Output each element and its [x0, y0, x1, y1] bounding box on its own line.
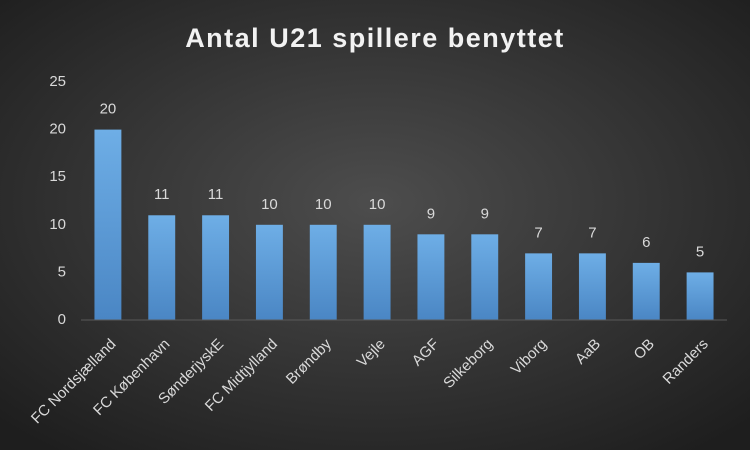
data-label: 9 — [481, 205, 489, 222]
data-label: 20 — [100, 101, 117, 118]
data-label: 6 — [642, 234, 650, 251]
bar — [309, 224, 337, 320]
bar — [255, 224, 283, 320]
data-label: 9 — [427, 205, 435, 222]
bar — [94, 129, 122, 320]
bar — [417, 234, 445, 320]
chart-title: Antal U21 spillere benyttet — [185, 23, 565, 53]
y-tick-label: 20 — [49, 121, 66, 138]
y-tick-label: 0 — [58, 311, 66, 328]
bar — [578, 253, 606, 320]
data-label: 5 — [696, 243, 704, 260]
bar — [363, 224, 391, 320]
data-label: 7 — [534, 224, 542, 241]
y-tick-label: 15 — [49, 168, 66, 185]
bar — [632, 262, 660, 320]
bar — [148, 215, 176, 320]
data-label: 10 — [261, 196, 278, 213]
y-tick-label: 5 — [58, 263, 66, 280]
bar — [202, 215, 230, 320]
data-label: 11 — [154, 186, 170, 203]
bar — [471, 234, 499, 320]
bar — [525, 253, 553, 320]
bar — [686, 272, 714, 320]
data-label: 10 — [369, 196, 386, 213]
y-tick-label: 10 — [49, 216, 66, 233]
data-label: 7 — [588, 224, 596, 241]
data-label: 10 — [315, 196, 332, 213]
y-tick-label: 25 — [49, 73, 66, 90]
data-label: 11 — [208, 186, 224, 203]
